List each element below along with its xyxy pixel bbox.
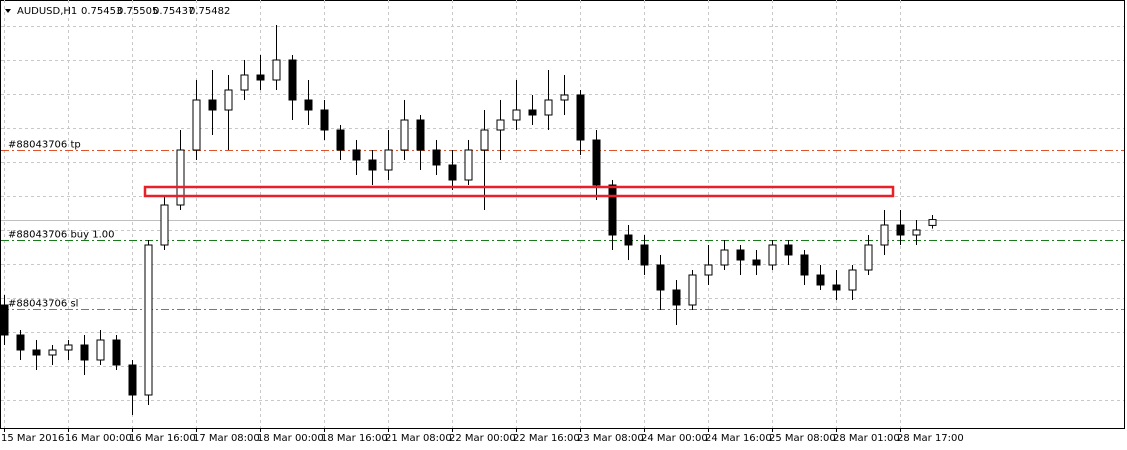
grid [1, 0, 1124, 428]
x-tick-label: 23 Mar 08:00 [577, 433, 644, 444]
candle-body [832, 284, 841, 291]
x-tick-label: 18 Mar 00:00 [257, 433, 324, 444]
candle-body [304, 99, 313, 111]
candle-body [512, 109, 521, 121]
header-high: 0.75505 [117, 6, 158, 17]
candle-body [288, 59, 297, 101]
candle-body [0, 304, 9, 336]
candle-body [640, 244, 649, 266]
candle-body [864, 244, 873, 271]
highlight-box [143, 185, 895, 198]
x-tick-label: 21 Mar 08:00 [385, 433, 452, 444]
candle-body [400, 119, 409, 151]
candle-body [752, 259, 761, 266]
candle-body [816, 274, 825, 286]
candle-body [480, 129, 489, 151]
order-label: #88043706 buy 1.00 [8, 230, 115, 241]
candle-body [736, 249, 745, 261]
marks [0, 25, 937, 415]
x-tick-label: 16 Mar 16:00 [129, 433, 196, 444]
header-low: 0.75437 [153, 6, 194, 17]
candle-body [128, 364, 137, 396]
candle-body [800, 254, 809, 276]
candle-body [448, 164, 457, 181]
candle-body [848, 269, 857, 291]
candle-body [432, 149, 441, 166]
candle-body [384, 149, 393, 171]
candle-body [240, 74, 249, 91]
candle-body [672, 289, 681, 306]
candle-body [176, 149, 185, 206]
candle-body [208, 99, 217, 111]
x-tick-label: 24 Mar 16:00 [705, 433, 772, 444]
candle-body [624, 234, 633, 246]
x-tick-label: 28 Mar 17:00 [897, 433, 964, 444]
candle-body [272, 59, 281, 81]
candle-body [80, 344, 89, 361]
candle-body [368, 159, 377, 171]
order-label: #88043706 sl [8, 299, 78, 310]
x-tick-label: 25 Mar 08:00 [769, 433, 836, 444]
plot-frame [0, 0, 1125, 429]
candle-body [784, 244, 793, 256]
candle-body [64, 344, 73, 351]
candle-body [352, 149, 361, 161]
candle-body [720, 249, 729, 266]
x-tick-label: 22 Mar 16:00 [513, 433, 580, 444]
x-tick-label: 28 Mar 01:00 [833, 433, 900, 444]
candle-body [192, 99, 201, 151]
candle-body [16, 334, 25, 351]
x-tick-label: 15 Mar 2016 [1, 433, 64, 444]
candle-body [608, 184, 617, 236]
candle-body [704, 264, 713, 276]
candle-body [160, 204, 169, 246]
candle-body [464, 149, 473, 181]
candle-body [48, 349, 57, 356]
candle-body [416, 119, 425, 151]
candle-body [768, 244, 777, 266]
header-symbol: AUDUSD,H1 [17, 6, 77, 17]
candle-body [224, 89, 233, 111]
candle-body [336, 129, 345, 151]
candle-body [912, 229, 921, 236]
candle-body [144, 244, 153, 396]
candle-body [496, 119, 505, 131]
x-tick-label: 16 Mar 00:00 [65, 433, 132, 444]
candle-body [256, 74, 265, 81]
header-close: 0.75482 [189, 6, 230, 17]
dropdown-icon[interactable] [5, 9, 11, 13]
candle-body [592, 139, 601, 186]
candle-body [688, 274, 697, 306]
candle-body [880, 224, 889, 246]
candle-body [896, 224, 905, 236]
header-open: 0.75453 [81, 6, 122, 17]
candle-body [112, 339, 121, 366]
candle-body [544, 99, 553, 116]
candle-body [576, 94, 585, 141]
candle-body [320, 109, 329, 131]
x-tick-label: 22 Mar 00:00 [449, 433, 516, 444]
candle-body [928, 219, 937, 226]
x-tick-label: 24 Mar 00:00 [641, 433, 708, 444]
x-tick-label: 17 Mar 08:00 [193, 433, 260, 444]
candle-body [96, 339, 105, 361]
candle-body [560, 94, 569, 101]
candle-body [656, 264, 665, 291]
order-label: #88043706 tp [8, 140, 81, 151]
candle-body [528, 109, 537, 116]
x-tick-label: 18 Mar 16:00 [321, 433, 388, 444]
candle-body [32, 349, 41, 356]
